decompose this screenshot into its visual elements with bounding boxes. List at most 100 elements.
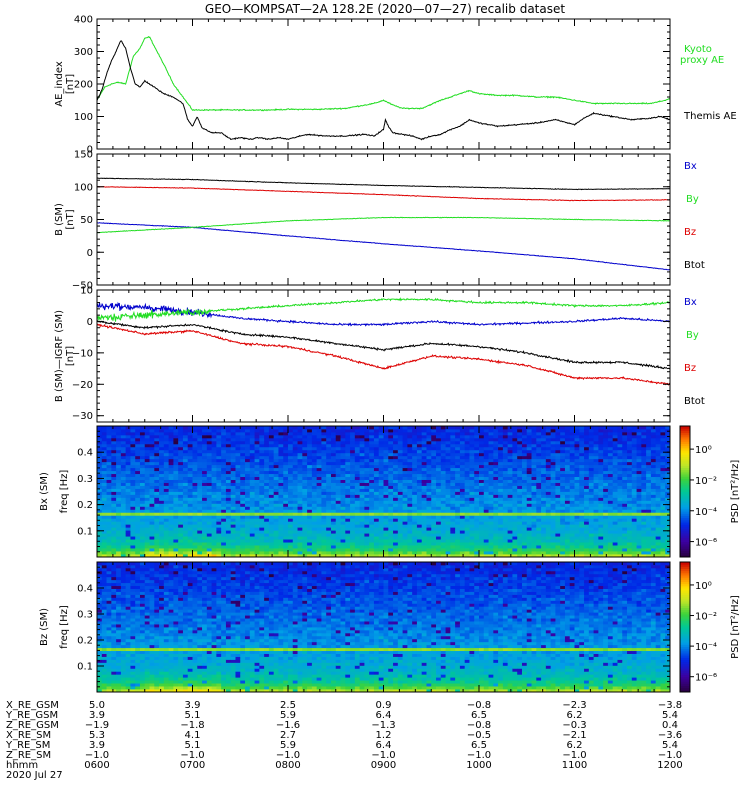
spectrogram-cell [373, 437, 380, 442]
spectrogram-cell [154, 431, 160, 436]
spectrogram-cell [555, 426, 561, 430]
spectrogram-cell [584, 527, 590, 531]
spectrogram-cell [455, 461, 461, 466]
spectrogram-cell [450, 512, 456, 516]
spectrogram-cell [135, 458, 141, 463]
spectrogram-cell [307, 512, 313, 516]
spectrogram-cell [359, 470, 365, 475]
spectrogram-cell [340, 467, 346, 472]
spectrogram-cell [125, 437, 131, 442]
spectrogram-cell [498, 452, 504, 457]
spectrogram-cell [564, 536, 571, 540]
spectrogram-cell [450, 539, 456, 543]
spectrogram-cell [350, 515, 356, 519]
spectrogram-cell [474, 461, 480, 466]
spectrogram-cell [536, 491, 542, 495]
spectrogram-cell [393, 446, 399, 451]
spectrogram-cell [493, 551, 499, 555]
spectrogram-cell [311, 467, 318, 472]
y-axis-label-line: B (SM)—IGRF (SM) [54, 310, 65, 402]
spectrogram-cell [283, 485, 289, 489]
spectrogram-cell [307, 431, 313, 436]
legend-bx: Bx [684, 161, 697, 172]
spectrogram-cell [359, 491, 365, 495]
spectrogram-cell [455, 458, 461, 463]
spectrogram-cell [240, 527, 246, 531]
spectrogram-cell [536, 437, 542, 442]
spectrogram-cell [421, 533, 427, 537]
spectrogram-cell [436, 458, 442, 463]
spectrogram-cell [249, 458, 255, 463]
spectrogram-cell [288, 455, 294, 460]
spectrogram-cell [135, 485, 141, 489]
spectrogram-cell [163, 476, 170, 480]
spectrogram-cell [106, 515, 112, 519]
spectrogram-cell [536, 548, 542, 552]
spectrogram-cell [531, 506, 537, 510]
spectrogram-cell [416, 527, 423, 531]
spectrogram-cell [182, 470, 189, 475]
spectrogram-cell [326, 431, 332, 436]
spectrogram-cell [230, 512, 236, 516]
spectrogram-cell [531, 539, 537, 543]
spectrogram-cell [187, 521, 193, 525]
spectrogram-cell [264, 536, 270, 540]
spectrogram-cell [173, 536, 179, 540]
spectrogram-cell [230, 473, 236, 478]
spectrogram-cell [402, 431, 408, 436]
spectrogram-cell [326, 434, 332, 439]
spectrogram-cell [436, 473, 442, 478]
spectrogram-cell [426, 428, 432, 433]
spectrogram-cell [488, 446, 494, 451]
spectrogram-cell [450, 497, 456, 501]
spectrogram-cell [364, 455, 370, 460]
spectrogram-cell [216, 512, 222, 516]
spectrogram-cell [531, 428, 537, 433]
spectrogram-cell [111, 431, 117, 436]
spectrogram-cell [564, 521, 571, 525]
spectrogram-cell [373, 548, 380, 552]
spectrogram-cell [149, 467, 155, 472]
spectrogram-cell [359, 485, 365, 489]
spectrogram-cell [445, 506, 451, 510]
spectrogram-cell [555, 503, 561, 507]
spectrogram-cell [106, 500, 112, 504]
spectrogram-cell [402, 479, 408, 483]
spectrogram-cell [326, 440, 332, 445]
spectrogram-cell [111, 449, 117, 454]
spectrogram-cell [221, 494, 227, 498]
spectrogram-cell [507, 428, 513, 433]
spectrogram-cell [531, 548, 537, 552]
spectrogram-cell [268, 500, 275, 504]
spectrogram-cell [278, 452, 284, 457]
spectrogram-cell [555, 485, 561, 489]
spectrogram-cell [512, 449, 518, 454]
spectrogram-cell [421, 509, 427, 513]
spectrogram-cell [354, 497, 361, 501]
spectrogram-cell [560, 527, 566, 531]
spectrogram-cell [130, 440, 136, 445]
spectrogram-cell [407, 539, 413, 543]
spectrogram-cell [326, 470, 332, 475]
spectrogram-cell [459, 521, 466, 525]
spectrogram-cell [297, 449, 303, 454]
spectrogram-cell [450, 506, 456, 510]
spectrogram-cell [307, 524, 313, 528]
spectrogram-cell [584, 545, 590, 549]
spectrogram-cell [350, 440, 356, 445]
spectrogram-cell [397, 536, 404, 540]
spectrogram-cell [469, 506, 475, 510]
spectrogram-cell [321, 551, 327, 555]
legend-by: By [686, 194, 699, 205]
spectrogram-cell [149, 440, 155, 445]
spectrogram-cell [493, 545, 499, 549]
spectrogram-cell [512, 554, 518, 558]
spectrogram-cell [144, 426, 150, 430]
spectrogram-cell [421, 482, 427, 486]
spectrogram-cell [545, 488, 552, 492]
spectrogram-cell [479, 533, 485, 537]
spectrogram-cell [536, 473, 542, 478]
spectrogram-cell [182, 476, 189, 480]
spectrogram-cell [564, 458, 571, 463]
spectrogram-cell [144, 485, 150, 489]
